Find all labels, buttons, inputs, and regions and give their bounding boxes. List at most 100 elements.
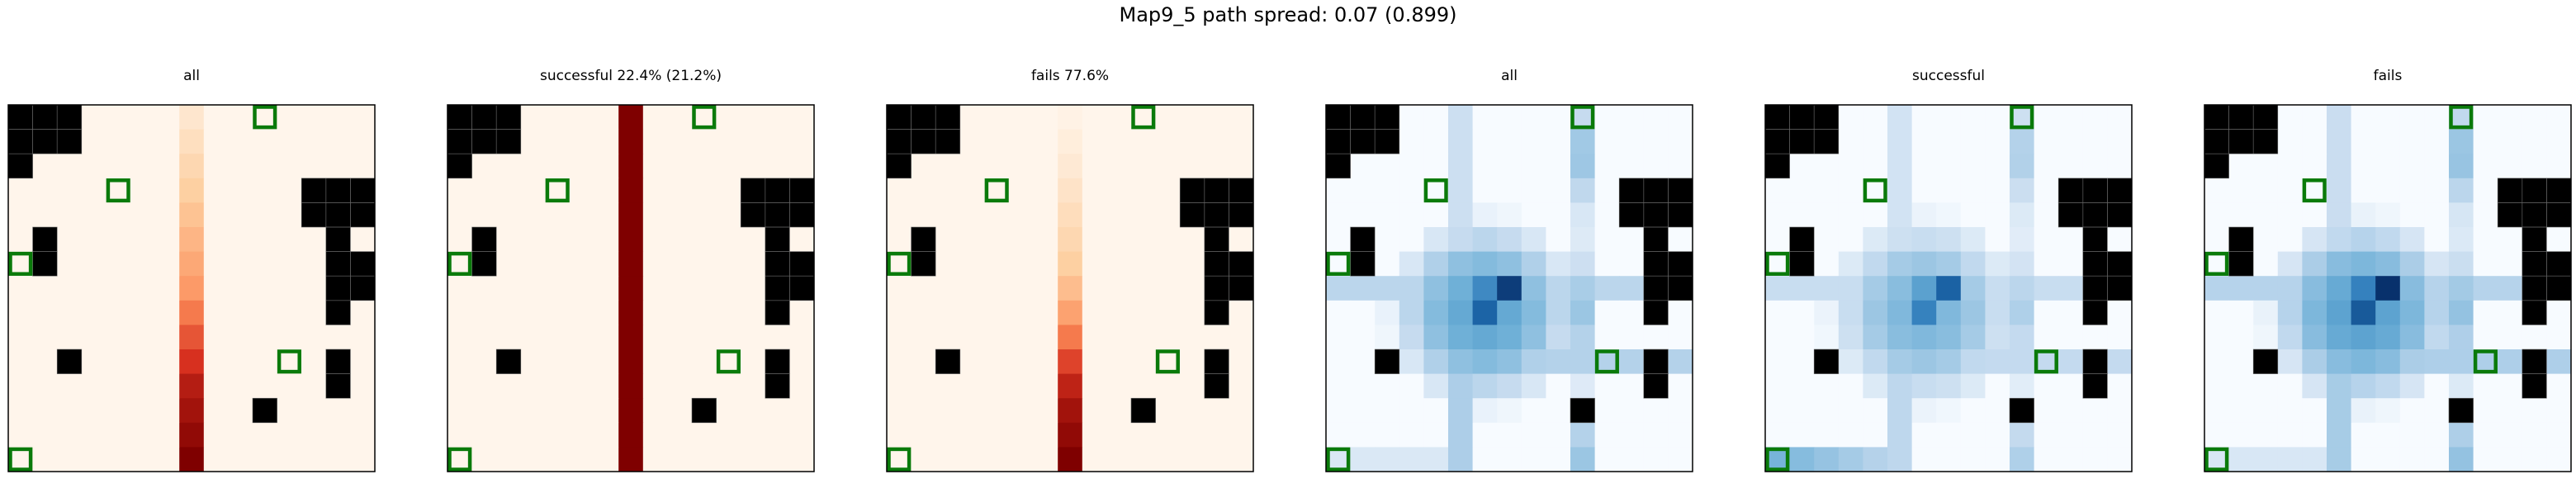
heatmap-cell <box>1082 178 1107 203</box>
heatmap-cell <box>2082 325 2108 350</box>
heatmap-cell <box>2082 398 2108 424</box>
target-marker <box>2010 105 2034 130</box>
heatmap-cell <box>1448 325 1474 350</box>
heatmap-cell <box>545 447 571 472</box>
heatmap-cell <box>2204 276 2230 301</box>
heatmap-cell <box>2449 398 2474 424</box>
heatmap-cell <box>2424 373 2450 399</box>
heatmap-cell <box>1985 373 2010 399</box>
heatmap-cell <box>1911 349 1937 375</box>
heatmap-cell <box>984 227 1010 253</box>
heatmap-cell <box>1570 349 1596 375</box>
heatmap-cell <box>2228 373 2254 399</box>
heatmap-cell <box>325 227 351 253</box>
heatmap-cell <box>106 373 131 399</box>
heatmap-cell <box>1399 398 1424 424</box>
heatmap-cell <box>1521 325 1546 350</box>
heatmap-cell <box>1229 154 1254 179</box>
heatmap-cell <box>667 154 693 179</box>
heatmap-cell <box>2498 276 2523 301</box>
heatmap-cell <box>789 398 815 424</box>
heatmap-cell <box>1789 178 1815 203</box>
axes-frame <box>886 104 1254 472</box>
heatmap-cell <box>1448 251 1474 277</box>
heatmap-cell <box>1887 349 1913 375</box>
heatmap-cell <box>2204 178 2230 203</box>
heatmap-cell <box>1375 422 1400 448</box>
heatmap-cell <box>2375 178 2401 203</box>
heatmap-cell <box>1619 251 1645 277</box>
heatmap-cell <box>1399 202 1424 228</box>
heatmap-cell <box>2375 202 2401 228</box>
heatmap-cell <box>1863 300 1888 325</box>
heatmap-cell <box>1082 447 1107 472</box>
heatmap-cell <box>1960 349 1986 375</box>
heatmap-cell <box>1326 276 1352 301</box>
heatmap-cell <box>545 276 571 301</box>
heatmap-cell <box>253 300 278 325</box>
heatmap-cell <box>1546 398 1571 424</box>
heatmap-cell <box>2228 154 2254 179</box>
heatmap-cell <box>2204 300 2230 325</box>
heatmap-cell <box>2277 398 2303 424</box>
heatmap-cell <box>1570 154 1596 179</box>
heatmap-cell <box>2522 202 2547 228</box>
heatmap-cell <box>1229 129 1254 154</box>
heatmap-cell <box>2107 227 2133 253</box>
heatmap-cell <box>1058 325 1083 350</box>
heatmap-cell <box>2253 422 2279 448</box>
heatmap-cell <box>301 202 327 228</box>
heatmap-cell <box>1643 227 1669 253</box>
heatmap-cell <box>789 325 815 350</box>
heatmap-cell <box>2204 154 2230 179</box>
heatmap-cell <box>1765 227 1791 253</box>
heatmap-cell <box>1643 422 1669 448</box>
heatmap-cell <box>1643 325 1669 350</box>
heatmap-cell <box>1668 202 1693 228</box>
heatmap-cell <box>301 300 327 325</box>
axes-frame <box>447 104 815 472</box>
heatmap-cell <box>1131 154 1157 179</box>
heatmap-cell <box>1911 447 1937 472</box>
heatmap-cell <box>1887 300 1913 325</box>
heatmap-cell <box>1521 251 1546 277</box>
heatmap-cell <box>1594 202 1620 228</box>
obstacle-cell <box>1643 373 1669 399</box>
heatmap-cell <box>2277 349 2303 375</box>
heatmap-cell <box>1668 154 1693 179</box>
heatmap-cell <box>1009 227 1035 253</box>
heatmap-cell <box>2498 422 2523 448</box>
heatmap-cell <box>2253 276 2279 301</box>
heatmap-cell <box>1497 154 1522 179</box>
heatmap-cell <box>1521 154 1546 179</box>
heatmap-cell <box>1131 227 1157 253</box>
heatmap-cell <box>2058 398 2084 424</box>
heatmap-cell <box>1643 129 1669 154</box>
heatmap-cell <box>594 447 619 472</box>
heatmap-cell <box>2473 422 2498 448</box>
heatmap-cell <box>1155 300 1181 325</box>
heatmap-cell <box>1789 276 1815 301</box>
heatmap-cell <box>545 105 571 130</box>
heatmap-cell <box>1643 178 1669 203</box>
heatmap-cell <box>447 178 473 203</box>
heatmap-cell <box>1106 373 1132 399</box>
heatmap-cell <box>57 154 83 179</box>
heatmap-cell <box>350 325 376 350</box>
heatmap-cell <box>1546 300 1571 325</box>
heatmap-cell <box>301 105 327 130</box>
heatmap-cell <box>1838 349 1863 375</box>
heatmap-cell <box>1521 398 1546 424</box>
heatmap-cell <box>1058 105 1083 130</box>
heatmap-cell <box>1765 178 1791 203</box>
heatmap-cell <box>106 202 131 228</box>
heatmap-cell <box>570 349 595 375</box>
heatmap-cell <box>642 373 668 399</box>
heatmap-cell <box>2010 227 2035 253</box>
heatmap-cell <box>594 105 619 130</box>
heatmap-cell <box>1838 202 1863 228</box>
heatmap-cell <box>2253 325 2279 350</box>
heatmap-cell <box>1814 325 1840 350</box>
heatmap-cell <box>1423 349 1449 375</box>
heatmap-cell <box>789 422 815 448</box>
